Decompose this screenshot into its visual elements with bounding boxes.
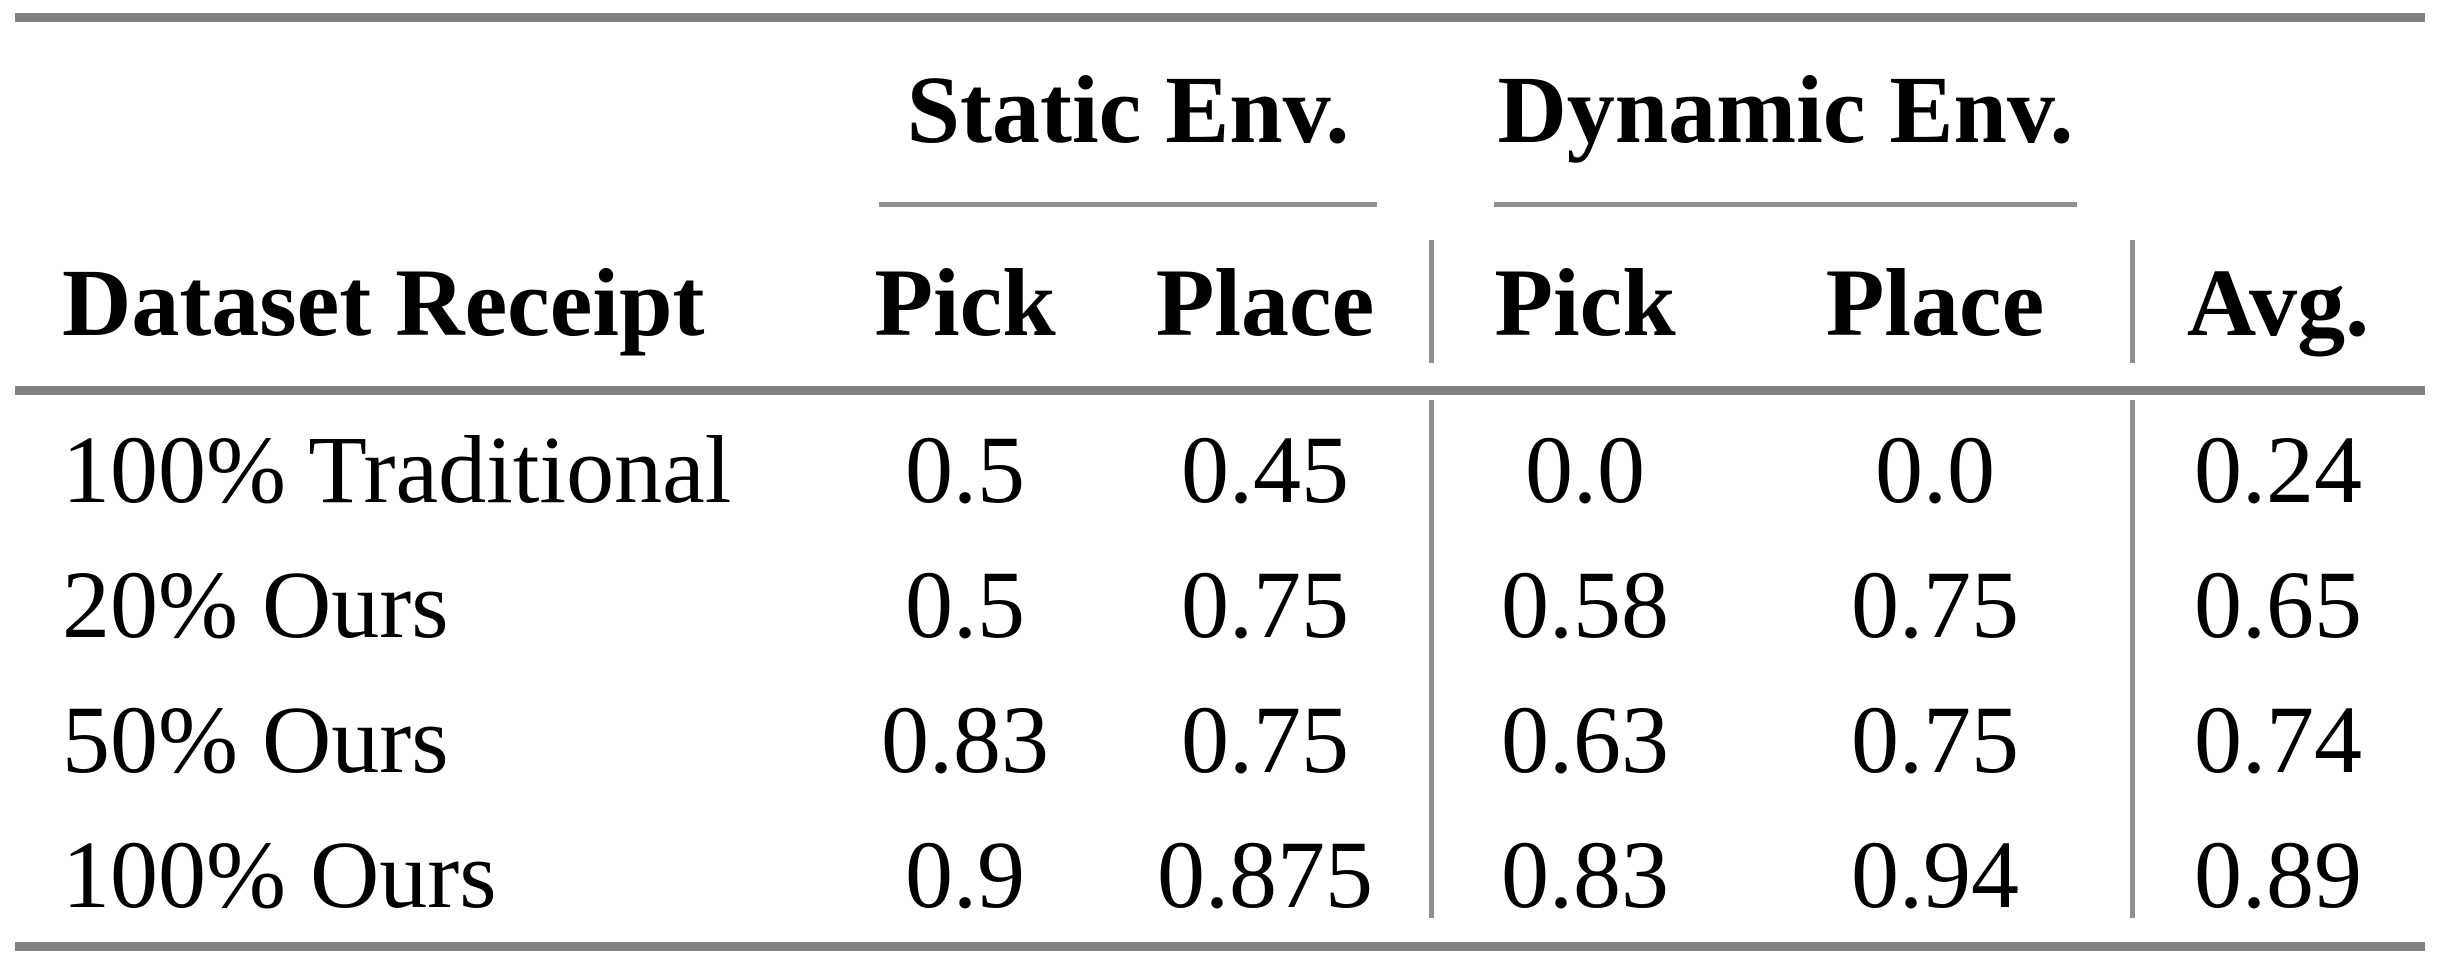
row-label: 100% Ours — [62, 820, 497, 928]
static-place-value: 0.75 — [1181, 550, 1349, 658]
avg-value: 0.65 — [2194, 550, 2362, 658]
dataset-receipt-header: Dataset Receipt — [62, 248, 705, 356]
avg-value: 0.24 — [2194, 415, 2362, 523]
static-pick-value: 0.9 — [905, 820, 1025, 928]
table-row: 100% Ours 0.9 0.875 0.83 0.94 0.89 — [0, 807, 2440, 942]
column-header-row: Dataset Receipt Pick Place Pick Place Av… — [0, 240, 2440, 365]
column-separator-2-body — [2130, 400, 2135, 918]
dynamic-pick-value: 0.58 — [1501, 550, 1669, 658]
row-label: 100% Traditional — [62, 415, 732, 523]
static-pick-value: 0.5 — [905, 415, 1025, 523]
table-row: 20% Ours 0.5 0.75 0.58 0.75 0.65 — [0, 537, 2440, 672]
row-label: 20% Ours — [62, 550, 449, 658]
static-place-value: 0.45 — [1181, 415, 1349, 523]
column-separator-1-body — [1429, 400, 1434, 918]
table-top-rule — [15, 13, 2425, 22]
group-header-row: Static Env. Dynamic Env. — [0, 40, 2440, 180]
dynamic-place-value: 0.75 — [1851, 685, 2019, 793]
dynamic-env-group-header: Dynamic Env. — [1497, 56, 2074, 163]
avg-header: Avg. — [2186, 248, 2370, 356]
dynamic-place-value: 0.75 — [1851, 550, 2019, 658]
static-place-value: 0.875 — [1157, 820, 1373, 928]
table-row: 50% Ours 0.83 0.75 0.63 0.75 0.74 — [0, 672, 2440, 807]
avg-value: 0.74 — [2194, 685, 2362, 793]
static-pick-value: 0.5 — [905, 550, 1025, 658]
table-row: 100% Traditional 0.5 0.45 0.0 0.0 0.24 — [0, 402, 2440, 537]
dynamic-pick-value: 0.83 — [1501, 820, 1669, 928]
static-place-header: Place — [1155, 248, 1375, 356]
table-mid-rule — [15, 386, 2425, 395]
dynamic-pick-value: 0.0 — [1525, 415, 1645, 523]
dynamic-pick-value: 0.63 — [1501, 685, 1669, 793]
dynamic-place-header: Place — [1825, 248, 2045, 356]
column-separator-1-header — [1429, 240, 1434, 363]
static-env-underline — [879, 202, 1377, 207]
static-env-group-header: Static Env. — [906, 56, 1350, 163]
static-pick-header: Pick — [874, 248, 1056, 356]
table-bottom-rule — [15, 942, 2425, 951]
dynamic-pick-header: Pick — [1494, 248, 1676, 356]
dynamic-place-value: 0.0 — [1875, 415, 1995, 523]
column-separator-2-header — [2130, 240, 2135, 363]
static-pick-value: 0.83 — [881, 685, 1049, 793]
avg-value: 0.89 — [2194, 820, 2362, 928]
row-label: 50% Ours — [62, 685, 449, 793]
dynamic-env-underline — [1494, 202, 2077, 207]
dynamic-place-value: 0.94 — [1851, 820, 2019, 928]
static-place-value: 0.75 — [1181, 685, 1349, 793]
